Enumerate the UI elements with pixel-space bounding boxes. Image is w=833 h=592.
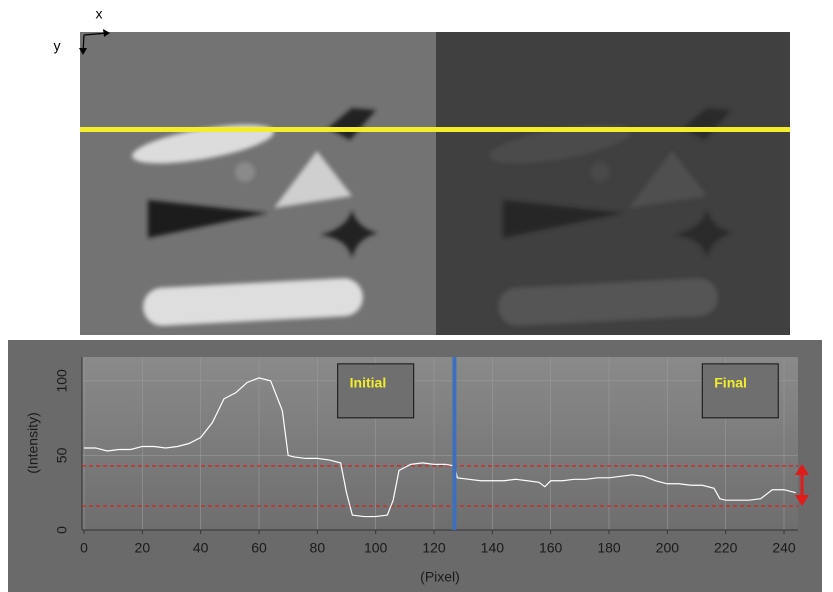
y-tick-label: 0 (54, 526, 70, 534)
x-tick-label: 200 (656, 540, 680, 556)
x-tick-label: 60 (251, 540, 267, 556)
x-tick-label: 140 (481, 540, 505, 556)
image-y-label: y (54, 38, 61, 54)
annotation-box (702, 364, 778, 418)
x-tick-label: 180 (597, 540, 621, 556)
annotation-box (338, 364, 414, 418)
x-tick-label: 20 (135, 540, 151, 556)
image-x-label: x (96, 6, 103, 22)
x-tick-label: 160 (539, 540, 563, 556)
annotation-text: Final (714, 375, 747, 391)
sample-image (80, 32, 790, 335)
x-tick-label: 100 (364, 540, 388, 556)
annotation-text: Initial (350, 375, 387, 391)
x-tick-label: 40 (193, 540, 209, 556)
x-tick-label: 80 (310, 540, 326, 556)
x-tick-label: 240 (772, 540, 796, 556)
y-tick-label: 100 (54, 369, 70, 393)
y-axis-title: (Intensity) (25, 412, 41, 473)
x-axis-title: (Pixel) (420, 569, 460, 585)
x-tick-label: 220 (714, 540, 738, 556)
x-tick-label: 0 (80, 540, 88, 556)
page: x y 0 20 40 60 80 100 120 140 160 180 200 220 240 0 50… (0, 0, 833, 592)
figure: x y 0 20 40 60 80 100 120 140 160 180 200 220 240 0 50… (0, 0, 833, 592)
x-tick-label: 120 (422, 540, 446, 556)
y-tick-label: 50 (54, 447, 70, 463)
